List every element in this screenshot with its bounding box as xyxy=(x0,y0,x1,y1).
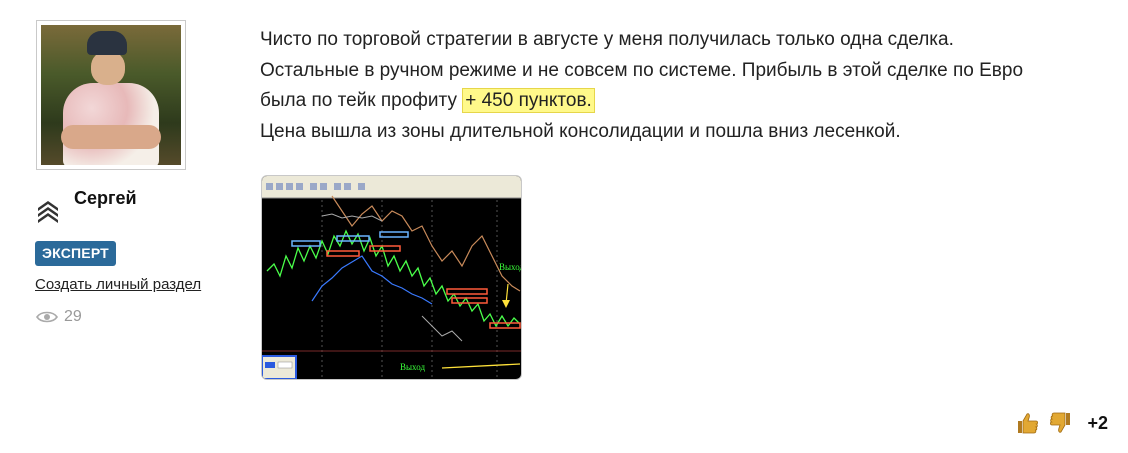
author-name[interactable]: Сергей xyxy=(74,188,137,208)
profit-highlight: + 450 пунктов. xyxy=(462,88,595,113)
create-personal-section-link[interactable]: Создать личный раздел xyxy=(35,276,202,293)
expert-badge: ЭКСПЕРТ xyxy=(35,241,116,266)
thumbs-up-icon xyxy=(1018,413,1039,434)
eye-icon xyxy=(36,311,58,323)
post-line-2: Остальные в ручном режиме и не совсем по… xyxy=(260,59,1024,81)
chart-exit-label-bottom: Выход xyxy=(400,362,425,372)
like-button[interactable] xyxy=(1015,410,1041,436)
post-line-3: была по тейк профиту + 450 пунктов. xyxy=(260,86,1120,117)
vote-bar: +2 xyxy=(1015,410,1108,436)
user-avatar[interactable] xyxy=(36,20,186,170)
post-line-3-text: была по тейк профиту xyxy=(260,90,463,111)
post-text: Чисто по торговой стратегии в августе у … xyxy=(260,25,1120,147)
chart-screenshot[interactable]: Выход Выход xyxy=(261,175,522,380)
thumbs-down-icon xyxy=(1050,412,1071,433)
post-line-4: Цена вышла из зоны длительной консолидац… xyxy=(260,120,901,142)
rank-chevrons-icon xyxy=(38,201,58,223)
chart-exit-label-top: Выход xyxy=(499,262,521,272)
avatar-photo xyxy=(41,25,181,165)
views-counter: 29 xyxy=(36,308,82,326)
views-count: 29 xyxy=(64,308,82,325)
rating-score: +2 xyxy=(1087,412,1108,433)
post-line-1: Чисто по торговой стратегии в августе у … xyxy=(260,29,954,50)
dislike-button[interactable] xyxy=(1047,410,1073,436)
